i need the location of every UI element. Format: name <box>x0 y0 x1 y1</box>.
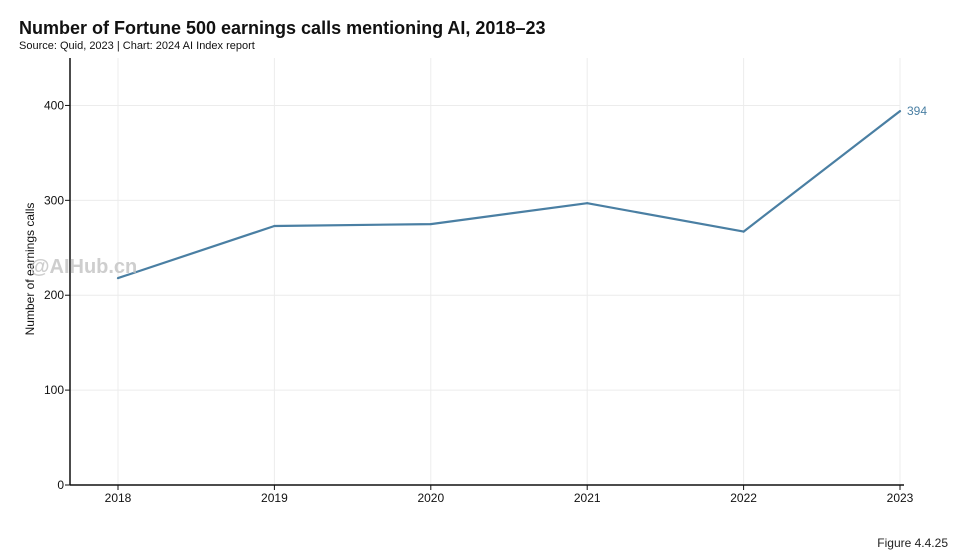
axes <box>65 58 904 490</box>
data-label: 394 <box>907 104 927 118</box>
y-tick-label: 200 <box>44 288 64 302</box>
data-point <box>429 222 432 226</box>
series-line <box>117 110 901 280</box>
x-tick-label: 2018 <box>105 491 132 505</box>
y-tick-label: 0 <box>57 478 64 492</box>
x-tick-label: 2020 <box>417 491 444 505</box>
y-tick-label: 300 <box>44 193 64 207</box>
data-labels: 394 <box>907 104 927 118</box>
x-tick-label: 2019 <box>261 491 288 505</box>
y-axis-title: Number of earnings calls <box>23 203 37 336</box>
x-tick-label: 2023 <box>887 491 914 505</box>
series <box>116 110 902 280</box>
tick-labels: 0 100 200 300 400 2018 2019 2020 2021 2022 2023 <box>44 98 914 505</box>
data-point <box>273 224 276 228</box>
data-point <box>116 277 120 280</box>
gridlines <box>70 58 901 485</box>
x-tick-label: 2021 <box>574 491 601 505</box>
figure-number: Figure 4.4.25 <box>877 536 948 550</box>
chart-source: Source: Quid, 2023 | Chart: 2024 AI Inde… <box>19 40 255 52</box>
data-point <box>742 230 745 233</box>
y-tick-label: 100 <box>44 383 64 397</box>
y-tick-label: 400 <box>44 98 64 112</box>
x-tick-label: 2022 <box>730 491 757 505</box>
chart-title: Number of Fortune 500 earnings calls men… <box>19 18 546 38</box>
data-point <box>898 110 902 113</box>
data-point <box>586 202 589 205</box>
